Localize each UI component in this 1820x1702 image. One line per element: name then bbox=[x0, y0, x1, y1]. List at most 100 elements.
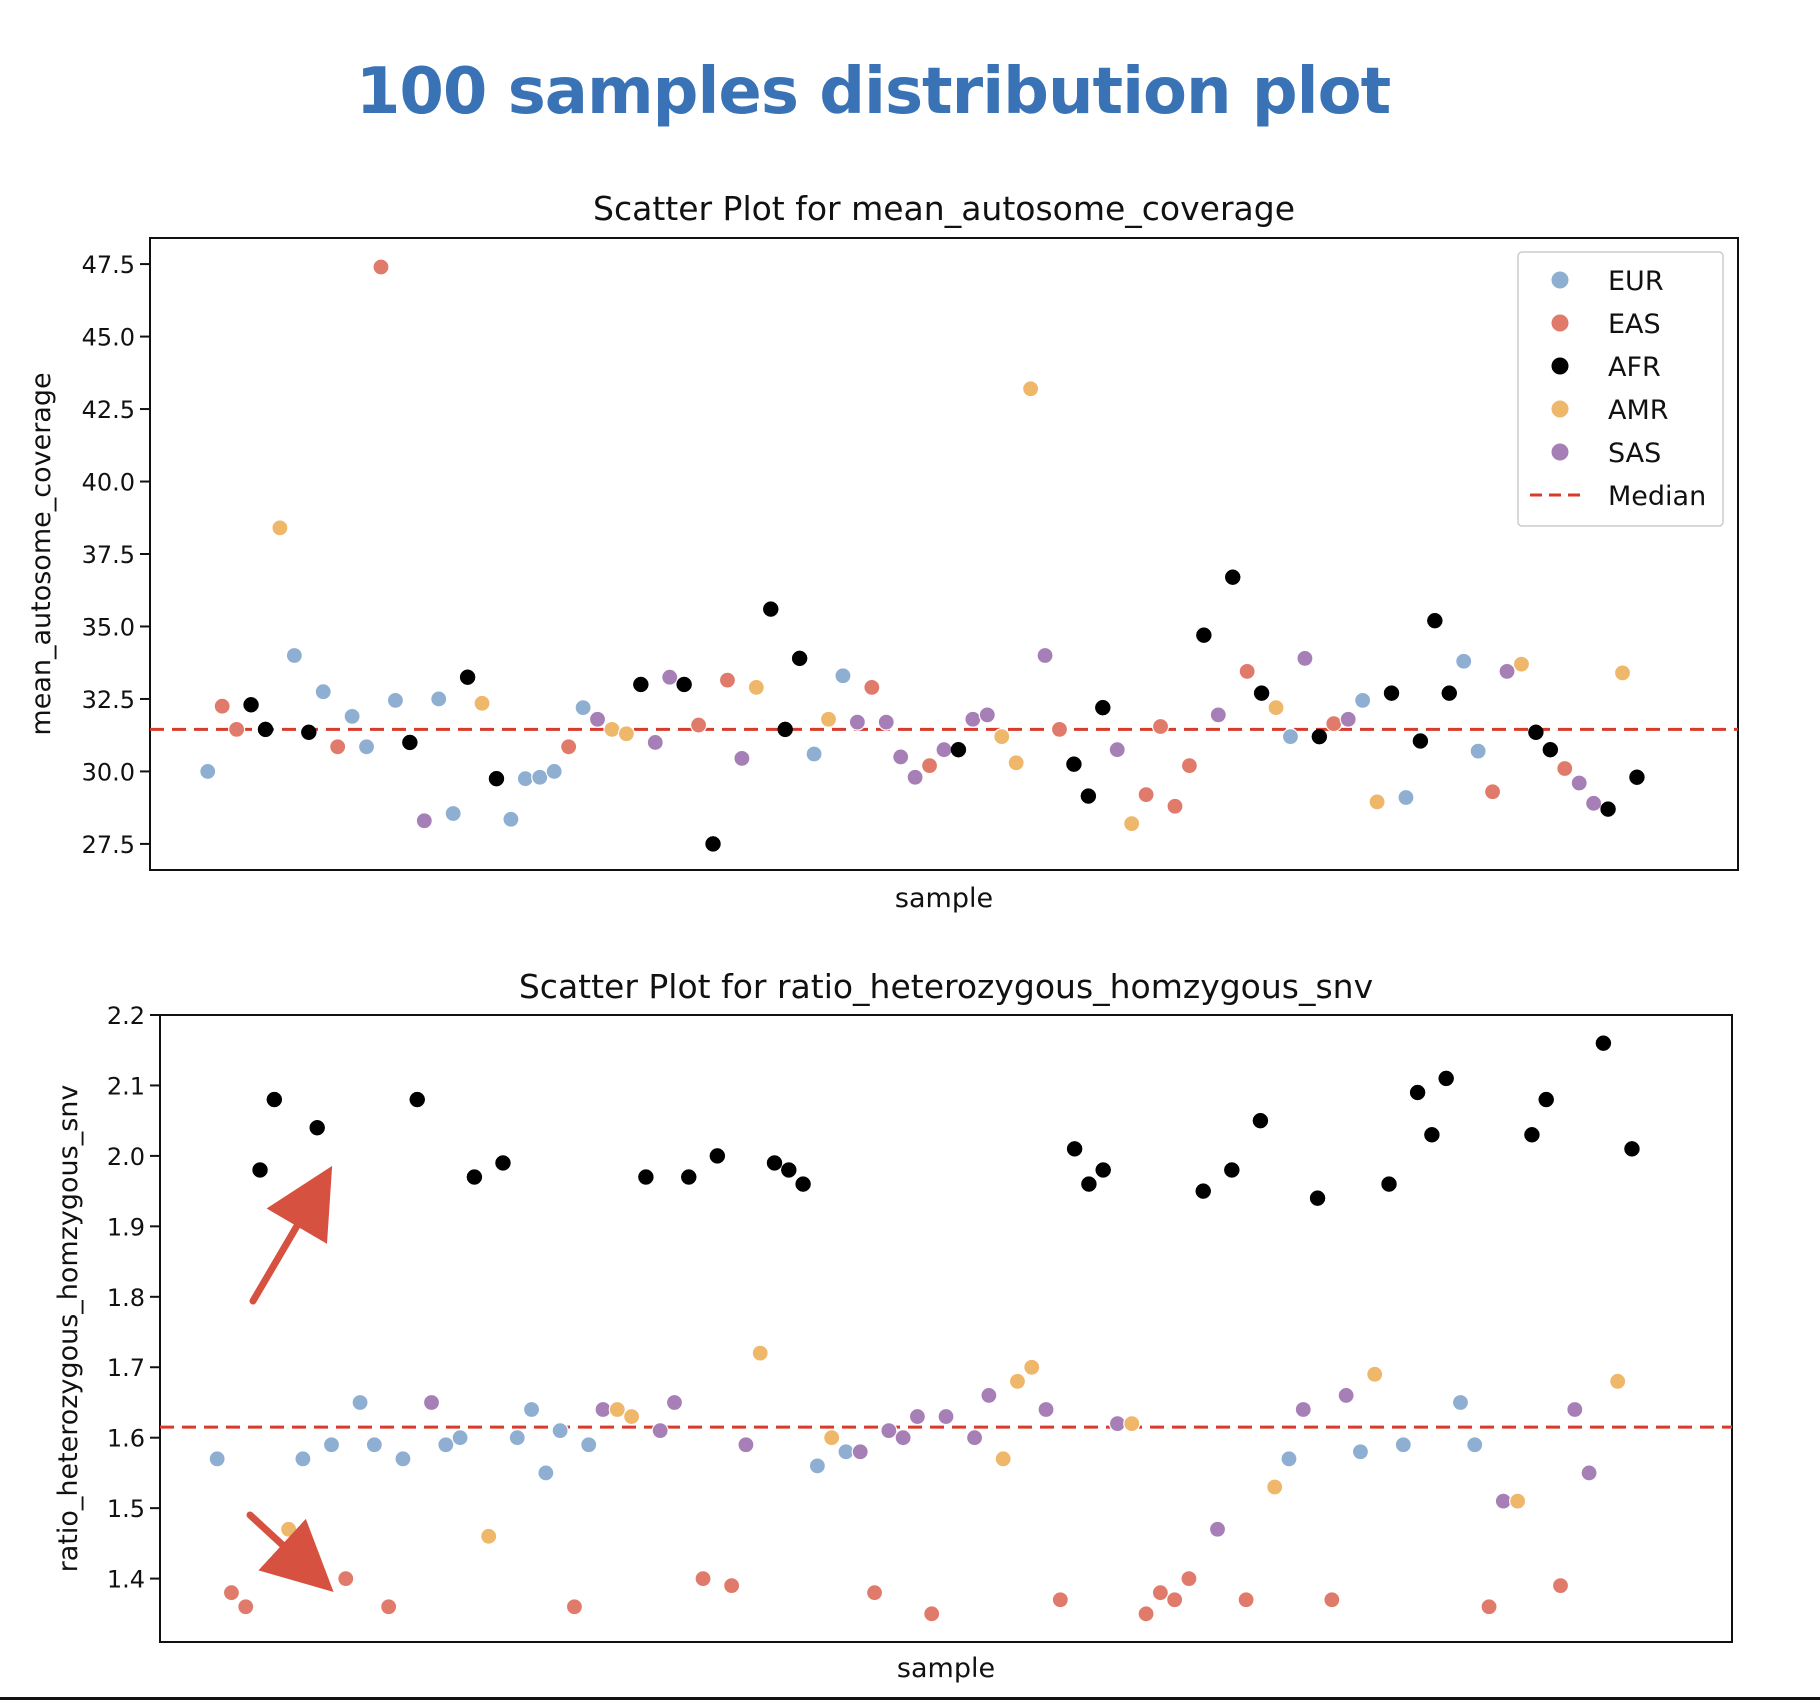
y-tick-label: 1.6 bbox=[107, 1425, 145, 1453]
arrow-up-annotation bbox=[249, 1165, 333, 1305]
data-point-afr bbox=[1409, 1084, 1426, 1101]
data-point-eas bbox=[1051, 1591, 1069, 1609]
legend-label-median: Median bbox=[1608, 481, 1706, 512]
data-point-eur bbox=[1280, 1450, 1298, 1468]
data-point-eur bbox=[394, 1450, 412, 1468]
legend-swatch-amr bbox=[1550, 399, 1570, 419]
data-point-sas bbox=[1585, 794, 1603, 812]
data-point-afr bbox=[1424, 1127, 1440, 1143]
legend-swatch-eas bbox=[1550, 313, 1570, 333]
y-tick-label: 47.5 bbox=[82, 251, 135, 279]
data-point-amr bbox=[271, 519, 289, 537]
data-point-afr bbox=[1629, 769, 1645, 785]
data-point-afr bbox=[1624, 1141, 1640, 1157]
data-point-sas bbox=[733, 749, 751, 767]
data-point-afr bbox=[1252, 1112, 1269, 1129]
data-point-eas bbox=[337, 1569, 355, 1588]
data-point-amr bbox=[993, 728, 1011, 746]
data-point-afr bbox=[638, 1169, 654, 1185]
data-point-amr bbox=[480, 1527, 498, 1545]
data-point-eas bbox=[237, 1598, 255, 1616]
data-point-sas bbox=[1108, 741, 1126, 759]
data-point-afr bbox=[1095, 1162, 1111, 1178]
data-point-afr bbox=[1253, 685, 1270, 701]
data-point-afr bbox=[1311, 728, 1328, 745]
data-point-sas bbox=[935, 741, 953, 759]
y-tick-label: 37.5 bbox=[82, 541, 135, 569]
data-point-eas bbox=[560, 738, 578, 756]
data-point-afr bbox=[252, 1162, 268, 1178]
data-point-sas bbox=[848, 713, 866, 731]
legend-label-amr: AMR bbox=[1608, 395, 1669, 426]
data-point-eur bbox=[805, 745, 823, 763]
data-point-sas bbox=[422, 1393, 441, 1412]
data-point-eur bbox=[444, 804, 462, 823]
data-point-amr bbox=[622, 1407, 641, 1426]
data-point-eur bbox=[522, 1400, 541, 1419]
y-tick-label: 40.0 bbox=[82, 469, 135, 497]
data-point-afr bbox=[1066, 756, 1082, 772]
data-point-eur bbox=[537, 1464, 555, 1482]
data-point-afr bbox=[709, 1148, 726, 1164]
annotation-arrows bbox=[246, 1165, 334, 1592]
data-point-eas bbox=[1556, 759, 1574, 778]
data-point-sas bbox=[980, 1386, 998, 1405]
data-point-sas bbox=[1580, 1464, 1598, 1482]
data-point-sas bbox=[661, 668, 679, 686]
data-point-afr bbox=[795, 1176, 811, 1192]
data-point-sas bbox=[1108, 1415, 1127, 1433]
y-tick-label: 1.7 bbox=[107, 1354, 145, 1382]
data-point-eas bbox=[380, 1598, 398, 1616]
data-point-afr bbox=[763, 601, 779, 617]
legend-label-eas: EAS bbox=[1608, 309, 1661, 340]
data-point-eur bbox=[294, 1450, 312, 1468]
data-point-amr bbox=[1613, 664, 1632, 682]
y-tick-label: 45.0 bbox=[82, 324, 135, 352]
y-axis-label: mean_autosome_coverage bbox=[26, 372, 57, 735]
data-point-eur bbox=[508, 1429, 526, 1447]
data-point-sas bbox=[665, 1393, 684, 1412]
plot-frame bbox=[159, 1014, 1733, 1643]
y-tick-label: 32.5 bbox=[82, 686, 135, 714]
arrow-down-annotation bbox=[246, 1511, 334, 1592]
data-point-amr bbox=[280, 1520, 298, 1538]
data-point-eas bbox=[1325, 714, 1343, 733]
data-point-amr bbox=[603, 720, 621, 738]
data-point-afr bbox=[791, 650, 808, 667]
data-point-eur bbox=[837, 1443, 855, 1461]
data-point-sas bbox=[978, 706, 996, 724]
y-tick-label: 2.1 bbox=[107, 1072, 145, 1100]
data-point-eas bbox=[863, 678, 881, 696]
legend-label-eur: EUR bbox=[1608, 266, 1664, 297]
y-axis-label: ratio_heterozygous_homzygous_snv bbox=[53, 1085, 84, 1573]
data-point-eas bbox=[222, 1584, 241, 1602]
data-point-sas bbox=[1337, 1386, 1355, 1405]
data-point-afr bbox=[766, 1155, 783, 1171]
y-tick-label: 35.0 bbox=[82, 613, 135, 641]
data-point-eur bbox=[1281, 728, 1300, 746]
data-point-afr bbox=[402, 734, 418, 751]
data-point-eur bbox=[516, 770, 534, 788]
data-point-sas bbox=[1037, 1400, 1055, 1419]
legend-label-sas: SAS bbox=[1608, 438, 1661, 469]
y-tick-label: 2.2 bbox=[107, 1002, 145, 1030]
data-point-eur bbox=[351, 1393, 369, 1412]
plot-frame bbox=[149, 237, 1739, 871]
data-point-amr bbox=[608, 1400, 626, 1419]
data-point-amr bbox=[819, 710, 838, 728]
data-point-eas bbox=[865, 1584, 884, 1602]
data-point-afr bbox=[257, 721, 274, 738]
data-point-amr bbox=[1512, 655, 1531, 673]
data-point-sas bbox=[892, 748, 910, 766]
data-point-sas bbox=[937, 1407, 955, 1426]
page-title: 100 samples distribution plot bbox=[355, 55, 1391, 129]
y-tick-label: 1.5 bbox=[107, 1495, 145, 1523]
data-point-afr bbox=[950, 741, 967, 758]
data-point-afr bbox=[1524, 1127, 1540, 1143]
data-point-amr bbox=[747, 678, 765, 696]
data-point-eas bbox=[923, 1605, 941, 1623]
data-point-eas bbox=[329, 738, 347, 756]
data-point-eur bbox=[430, 690, 448, 708]
data-point-sas bbox=[906, 768, 924, 786]
data-point-afr bbox=[301, 724, 317, 741]
